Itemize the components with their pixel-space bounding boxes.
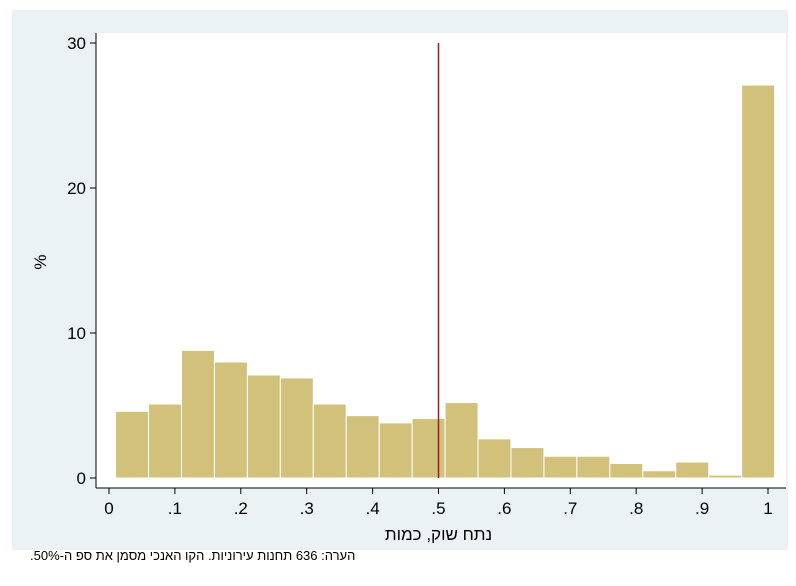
- histogram-bar: [246, 374, 281, 479]
- x-tick-label: .6: [497, 499, 511, 518]
- histogram-bar: [279, 377, 314, 479]
- x-tick-label: .5: [431, 499, 445, 518]
- y-tick-label: 0: [77, 469, 86, 488]
- x-tick-label: .1: [168, 499, 182, 518]
- x-tick-label: 0: [104, 499, 113, 518]
- histogram-bar: [543, 455, 578, 479]
- y-tick-label: 20: [67, 179, 86, 198]
- histogram-bar: [345, 415, 380, 479]
- y-tick-label: 30: [67, 34, 86, 53]
- x-tick-label: .3: [300, 499, 314, 518]
- x-tick-label: .9: [695, 499, 709, 518]
- x-axis-title: נתח שוק, כמות: [385, 525, 492, 544]
- chart-note: הערה: 636 תחנות עירוניות. הקו האנכי מסמן…: [30, 548, 356, 563]
- histogram-bar: [609, 463, 644, 479]
- histogram-bar: [741, 84, 776, 479]
- histogram-bar: [411, 418, 446, 479]
- histogram-bar: [708, 474, 743, 479]
- y-tick-label: 10: [67, 324, 86, 343]
- x-tick-label: .2: [234, 499, 248, 518]
- histogram-bar: [312, 403, 347, 479]
- x-tick-label: 1: [763, 499, 772, 518]
- x-tick-label: .7: [563, 499, 577, 518]
- histogram-bar: [213, 361, 248, 479]
- x-tick-label: .4: [366, 499, 380, 518]
- histogram-bar: [378, 422, 413, 479]
- histogram-bar: [510, 447, 545, 479]
- x-tick-label: .8: [629, 499, 643, 518]
- histogram-bar: [444, 402, 479, 479]
- histogram-bar: [576, 455, 611, 479]
- histogram-bar: [115, 410, 150, 479]
- histogram-bar: [642, 470, 677, 479]
- y-axis-title: %: [31, 254, 50, 269]
- histogram-bar: [148, 403, 182, 479]
- histogram-bar: [180, 349, 215, 479]
- histogram-bar: [477, 438, 512, 479]
- histogram-bar: [675, 461, 710, 479]
